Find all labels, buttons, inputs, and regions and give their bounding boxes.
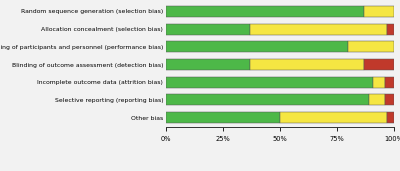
Bar (385, 77, 394, 88)
Bar (250, 59, 364, 70)
Bar (364, 59, 394, 70)
Bar (369, 95, 385, 106)
Bar (387, 112, 394, 123)
Bar (280, 112, 387, 123)
Bar (166, 77, 374, 88)
Bar (364, 6, 394, 17)
Bar (250, 24, 387, 35)
Bar (166, 41, 348, 52)
Bar (166, 95, 369, 106)
Bar (166, 112, 280, 123)
Bar (374, 77, 385, 88)
Bar (348, 41, 394, 52)
Bar (385, 95, 394, 106)
Bar (166, 24, 250, 35)
Bar (166, 6, 364, 17)
Bar (387, 24, 394, 35)
Bar (166, 59, 250, 70)
